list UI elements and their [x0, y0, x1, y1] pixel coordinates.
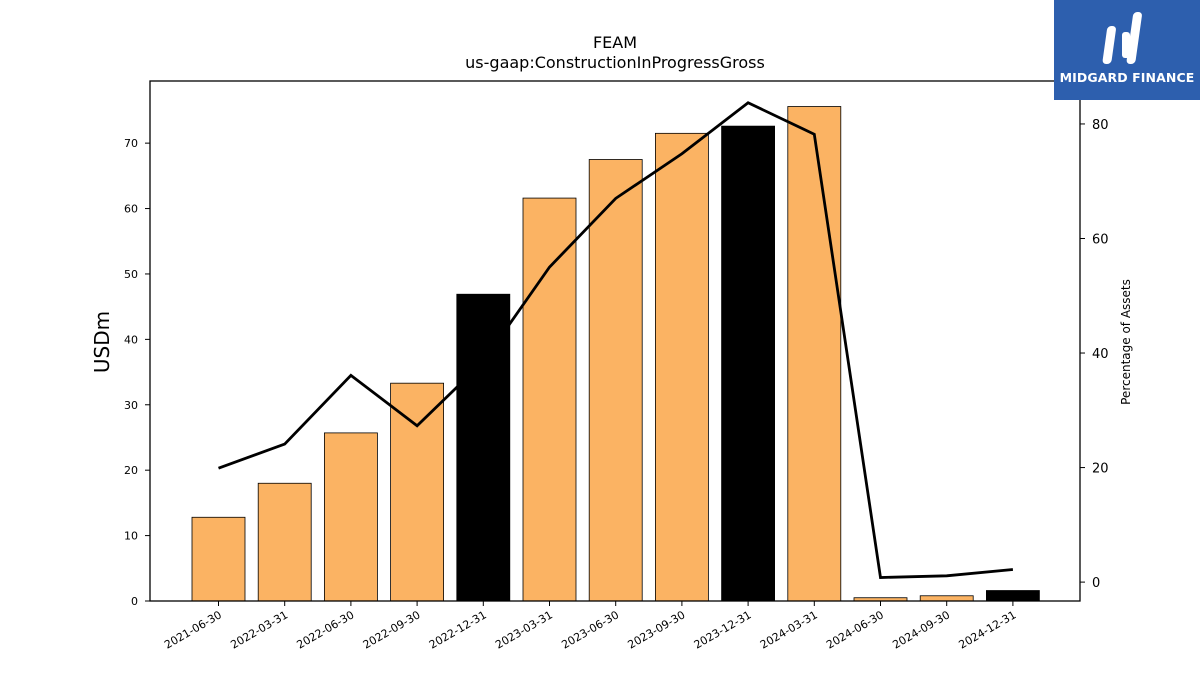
y2-tick-label-0: 0: [1092, 576, 1100, 591]
y-axis-label: USDm: [90, 311, 114, 373]
y-tick-label-70: 70: [124, 137, 138, 150]
bar-2022-12-31: [456, 293, 511, 602]
x-tick-label-2022-09-30: 2022-09-30: [361, 608, 423, 651]
x-tick-label-2023-12-31: 2023-12-31: [692, 608, 754, 651]
logo-text: MIDGARD FINANCE: [1059, 70, 1195, 85]
bar-2024-09-30: [919, 595, 974, 602]
x-tick-label-2024-09-30: 2024-09-30: [890, 608, 952, 651]
x-tick-label-2024-12-31: 2024-12-31: [957, 608, 1019, 651]
y-tick-label-0: 0: [131, 595, 138, 608]
y-tick-label-60: 60: [124, 203, 138, 216]
percentage-line: [218, 101, 1014, 579]
bar-2021-06-30: [191, 516, 246, 602]
midgard-logo-icon: [1102, 12, 1142, 64]
x-tick-label-2023-03-31: 2023-03-31: [493, 608, 555, 651]
x-tick-label-2022-03-31: 2022-03-31: [228, 608, 290, 651]
y-tick-label-20: 20: [124, 464, 138, 477]
bar-2024-03-31: [787, 106, 842, 602]
bar-2024-12-31: [986, 590, 1040, 602]
chart-title: FEAM: [593, 33, 637, 52]
y-tick-label-40: 40: [124, 333, 138, 346]
x-tick-label-2021-06-30: 2021-06-30: [162, 608, 224, 651]
plot-frame: [149, 80, 1081, 602]
y2-tick-label-80: 80: [1092, 118, 1109, 133]
y2-tick-label-60: 60: [1092, 232, 1109, 247]
x-tick-label-2023-06-30: 2023-06-30: [559, 608, 621, 651]
x-tick-label-2023-09-30: 2023-09-30: [626, 608, 688, 651]
bar-2023-06-30: [588, 159, 643, 602]
bar-2022-09-30: [390, 382, 445, 602]
x-tick-label-2022-06-30: 2022-06-30: [295, 608, 357, 651]
y-tick-label-10: 10: [124, 530, 138, 543]
bar-2023-12-31: [721, 125, 775, 602]
bar-2022-03-31: [257, 482, 312, 602]
y2-axis-label: Percentage of Assets: [1119, 279, 1133, 405]
y-tick-label-30: 30: [124, 399, 138, 412]
bar-2022-06-30: [323, 432, 378, 602]
x-tick-label-2022-12-31: 2022-12-31: [427, 608, 489, 651]
x-tick-label-2024-06-30: 2024-06-30: [824, 608, 886, 651]
y-tick-label-50: 50: [124, 268, 138, 281]
y2-tick-label-40: 40: [1092, 347, 1109, 362]
midgard-logo: MIDGARD FINANCE: [1054, 0, 1200, 100]
bar-2023-03-31: [522, 197, 577, 602]
y2-tick-label-20: 20: [1092, 462, 1109, 477]
bar-2023-09-30: [655, 132, 709, 602]
chart-subtitle: us-gaap:ConstructionInProgressGross: [465, 53, 765, 72]
x-tick-label-2024-03-31: 2024-03-31: [758, 608, 820, 651]
